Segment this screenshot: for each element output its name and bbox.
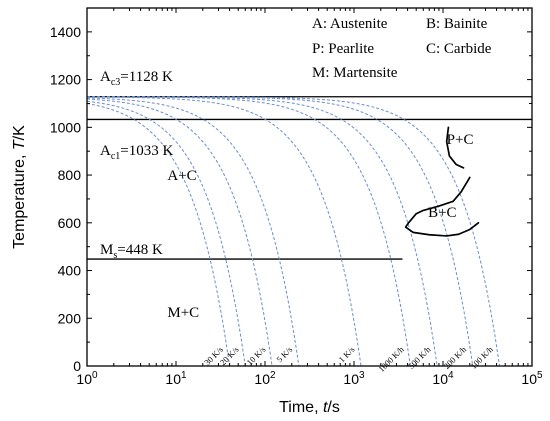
legend-entry: A: Austenite <box>312 16 388 32</box>
legend-entry: P: Pearlite <box>312 41 374 57</box>
x-axis-title: Time, t/s <box>279 399 340 416</box>
cooling-curve <box>87 96 362 366</box>
x-tick-label: 100 <box>76 370 98 387</box>
cooling-rate-label: 200 K/h <box>442 344 469 371</box>
y-tick-label: 1200 <box>50 72 81 88</box>
cooling-curve <box>87 96 411 366</box>
y-tick-label: 600 <box>58 215 82 231</box>
x-tick-label: 104 <box>432 370 454 387</box>
y-tick-label: 1400 <box>50 24 81 40</box>
cooling-curve <box>87 100 246 366</box>
x-tick-label: 102 <box>254 370 276 387</box>
cooling-curve <box>87 96 501 366</box>
clipped-group <box>87 96 532 366</box>
phase-label: B+C <box>428 205 456 221</box>
legend-entry: C: Carbide <box>426 41 492 57</box>
y-tick-label: 400 <box>58 263 82 279</box>
phase-label: A+C <box>167 168 196 184</box>
y-tick-label: 200 <box>58 310 82 326</box>
legend: A: Austenite B: Bainite P: Pearlite C: Carb… <box>312 16 492 81</box>
cooling-rate-label: 500 K/h <box>406 344 433 371</box>
phase-label: M+C <box>167 305 199 321</box>
y-tick-label: 0 <box>73 358 81 374</box>
cooling-rate-label: 100 K/h <box>468 344 495 371</box>
x-tick-label: 101 <box>165 370 187 387</box>
region-b-c <box>404 176 480 237</box>
label-ms: Ms=448 K <box>100 242 163 261</box>
axes: 0 200 400 600 800 1000 1200 1400 100 101 102 103 104… <box>50 7 543 387</box>
region-p-c <box>445 126 465 169</box>
cooling-rate-label: 1 K/s <box>337 344 357 364</box>
x-tick-label: 105 <box>521 370 543 387</box>
label-ac1: Ac1=1033 K <box>100 143 174 162</box>
cooling-rate-label: 1000 K/h <box>376 344 406 374</box>
legend-entry: B: Bainite <box>426 16 488 32</box>
cooling-curve <box>87 103 231 366</box>
y-tick-label: 800 <box>58 167 82 183</box>
cooling-curve <box>87 98 273 366</box>
cooling-curve <box>87 96 474 366</box>
cooling-rate-label: 5 K/s <box>274 344 294 364</box>
y-tick-label: 1000 <box>50 119 81 135</box>
x-tick-label: 103 <box>343 370 365 387</box>
y-axis-title: Temperature, T/K <box>11 125 28 249</box>
cooling-curve <box>87 96 438 366</box>
plot-frame <box>86 7 533 367</box>
cooling-curve <box>87 97 300 366</box>
legend-entry: M: Martensite <box>312 65 398 81</box>
phase-label: P+C <box>447 132 474 148</box>
label-ac3: Ac3=1128 K <box>100 69 173 88</box>
